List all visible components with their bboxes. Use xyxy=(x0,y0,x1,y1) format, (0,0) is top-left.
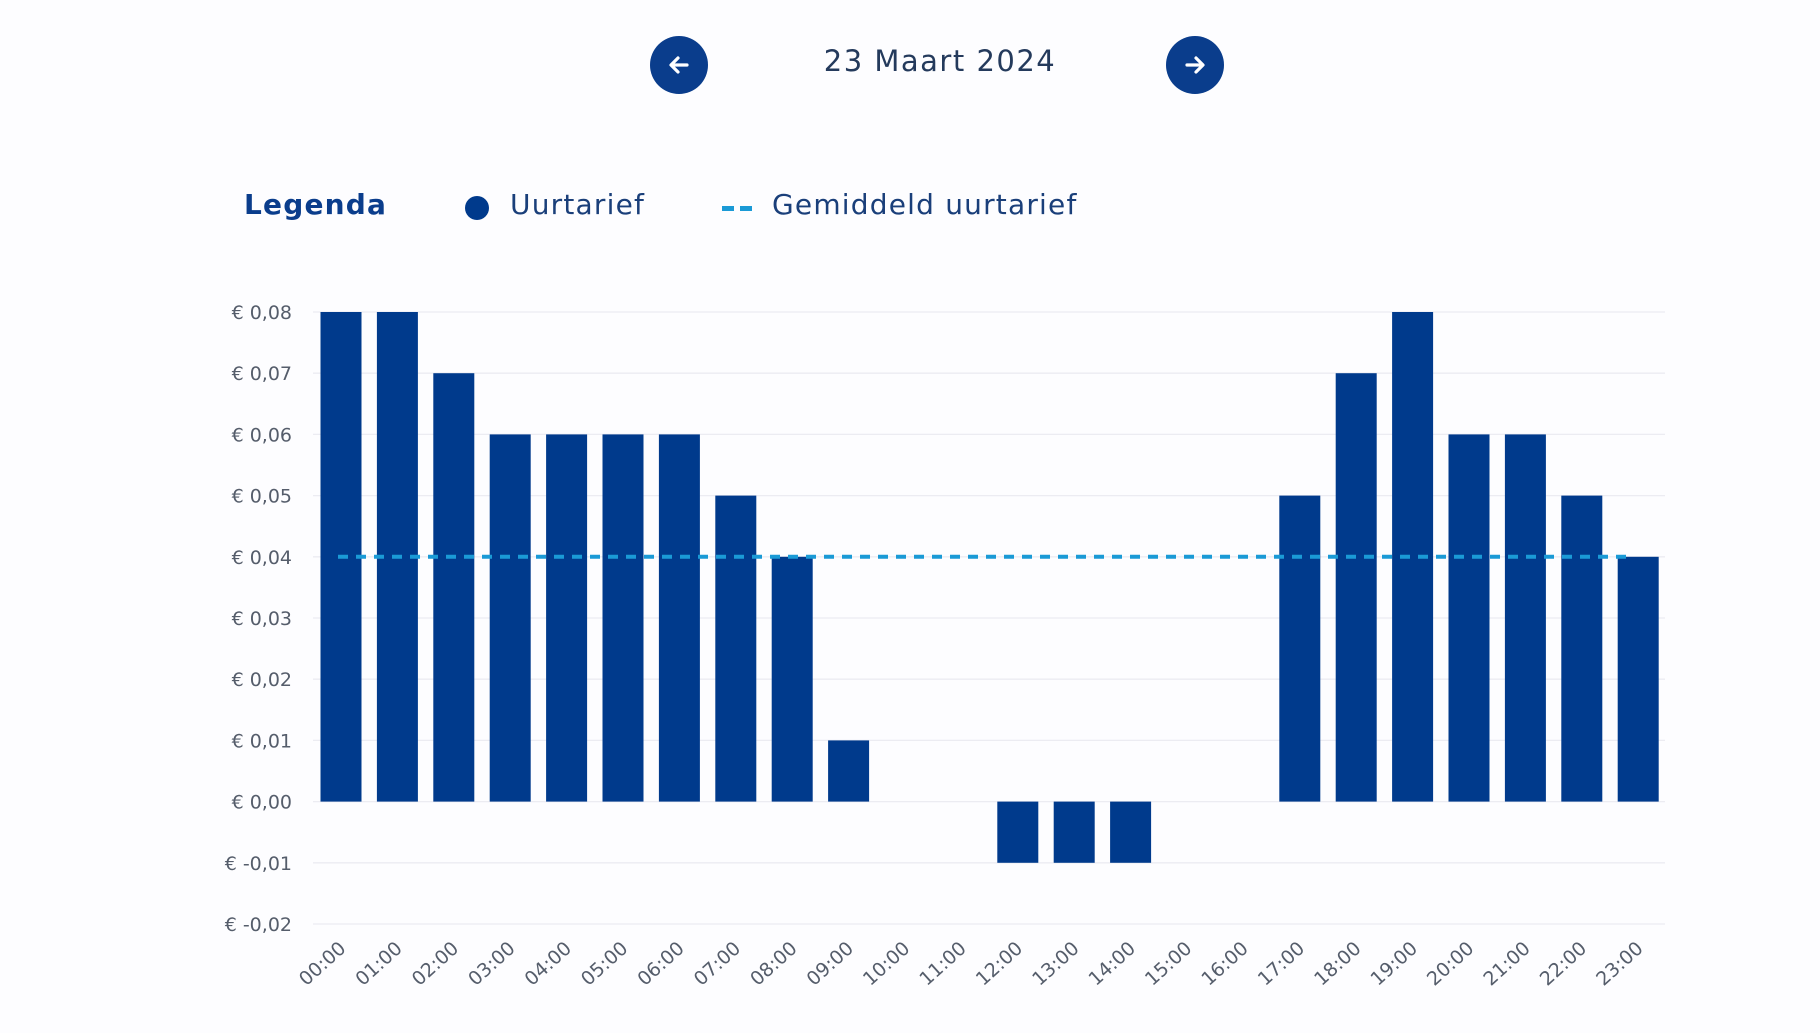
y-tick-label: € 0,02 xyxy=(232,669,292,691)
bar xyxy=(771,556,813,802)
date-label: 23 Maart 2024 xyxy=(823,44,1057,78)
arrow-right-icon xyxy=(1185,56,1205,74)
x-tick-label: 09:00 xyxy=(803,937,858,990)
bar xyxy=(1561,495,1603,802)
x-tick-label: 05:00 xyxy=(577,937,632,990)
bar xyxy=(1279,495,1321,802)
legend-bar-marker xyxy=(465,196,489,220)
x-tick-label: 23:00 xyxy=(1592,937,1647,990)
x-tick-label: 12:00 xyxy=(972,937,1027,990)
legend-average-label: Gemiddeld uurtarief xyxy=(772,188,1078,221)
x-tick-label: 03:00 xyxy=(464,937,519,990)
bar xyxy=(715,495,757,802)
x-tick-label: 22:00 xyxy=(1536,937,1591,990)
bar xyxy=(1617,556,1659,802)
y-tick-label: € 0,01 xyxy=(232,730,292,752)
x-tick-label: 13:00 xyxy=(1028,937,1083,990)
x-tick-label: 19:00 xyxy=(1367,937,1422,990)
x-tick-label: 06:00 xyxy=(633,937,688,990)
chart-legend: Legenda Uurtarief Gemiddeld uurtarief xyxy=(0,180,1820,230)
bar xyxy=(828,740,870,802)
bar xyxy=(1504,434,1546,802)
bar xyxy=(489,434,531,802)
x-tick-label: 21:00 xyxy=(1479,937,1534,990)
x-tick-label: 18:00 xyxy=(1310,937,1365,990)
bar xyxy=(546,434,588,802)
x-tick-label: 00:00 xyxy=(295,937,350,990)
x-tick-label: 15:00 xyxy=(1141,937,1196,990)
x-tick-label: 20:00 xyxy=(1423,937,1478,990)
y-tick-label: € 0,07 xyxy=(232,363,292,385)
legend-title: Legenda xyxy=(244,188,388,221)
x-tick-label: 02:00 xyxy=(408,937,463,990)
legend-average-marker xyxy=(722,206,754,211)
bar xyxy=(1448,434,1490,802)
x-tick-label: 11:00 xyxy=(915,937,970,990)
x-tick-label: 10:00 xyxy=(859,937,914,990)
y-tick-label: € 0,04 xyxy=(232,547,292,569)
x-tick-label: 04:00 xyxy=(521,937,576,990)
x-tick-label: 08:00 xyxy=(746,937,801,990)
y-tick-label: € 0,03 xyxy=(232,608,292,630)
legend-bar-label: Uurtarief xyxy=(510,188,646,221)
x-tick-label: 01:00 xyxy=(351,937,406,990)
y-tick-label: € 0,00 xyxy=(232,792,292,814)
x-tick-label: 16:00 xyxy=(1197,937,1252,990)
y-tick-label: € 0,06 xyxy=(232,424,292,446)
previous-day-button[interactable] xyxy=(650,36,708,94)
hourly-price-chart: € 0,08 € 0,07 € 0,06 € 0,05 € 0,04 € 0,03 € 0,… xyxy=(225,302,1665,990)
x-tick-label: 07:00 xyxy=(690,937,745,990)
arrow-left-icon xyxy=(669,56,689,74)
bar xyxy=(997,801,1039,863)
date-navigation: 23 Maart 2024 xyxy=(0,0,1820,130)
y-tick-label: € 0,05 xyxy=(232,486,292,508)
bar xyxy=(1335,373,1377,802)
y-tick-label: € -0,02 xyxy=(225,914,292,936)
bar xyxy=(602,434,644,802)
bar xyxy=(1053,801,1095,863)
bar xyxy=(1110,801,1152,863)
y-tick-label: € -0,01 xyxy=(225,853,292,875)
next-day-button[interactable] xyxy=(1166,36,1224,94)
x-tick-label: 14:00 xyxy=(1085,937,1140,990)
x-tick-label: 17:00 xyxy=(1254,937,1309,990)
bar xyxy=(433,373,475,802)
bar xyxy=(658,434,700,802)
y-tick-label: € 0,08 xyxy=(232,302,292,324)
